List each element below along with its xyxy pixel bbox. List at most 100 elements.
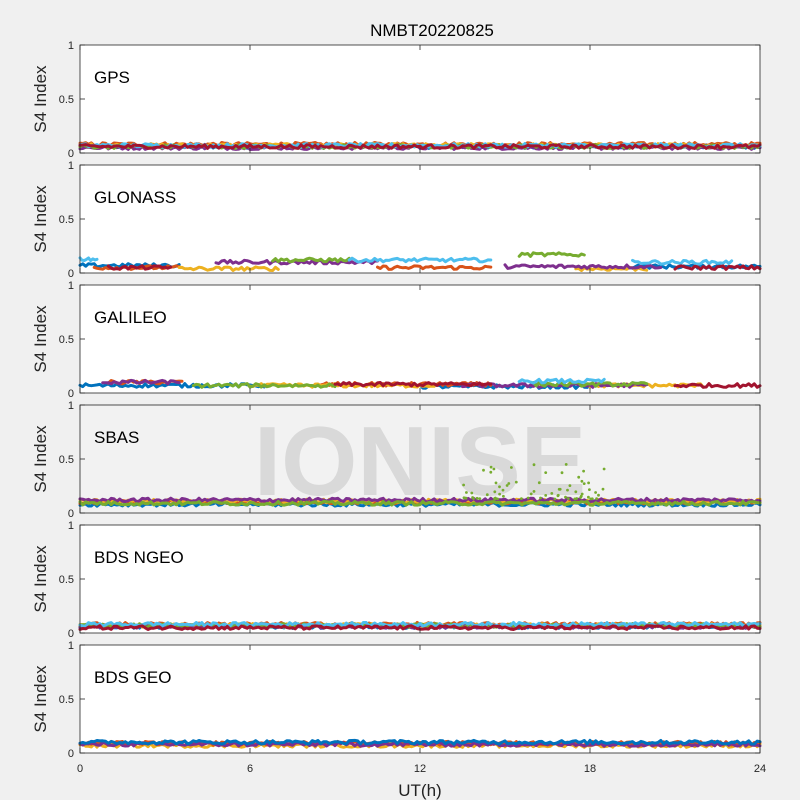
y-tick-label: 1 xyxy=(68,280,74,292)
outlier-point xyxy=(544,471,548,474)
x-tick-label: 18 xyxy=(584,763,596,775)
outlier-point xyxy=(489,465,493,469)
series-4-segment-2 xyxy=(503,263,663,270)
series-5-segment-2 xyxy=(517,251,586,258)
series-6-segment-3 xyxy=(631,258,734,266)
outlier-point xyxy=(577,475,581,479)
outlier-point xyxy=(510,466,513,469)
outlier-point xyxy=(550,492,554,495)
y-tick-label: 0 xyxy=(68,508,74,520)
outlier-point xyxy=(597,493,600,497)
outlier-point xyxy=(526,496,530,500)
outlier-point xyxy=(462,483,465,487)
outlier-point xyxy=(520,497,523,500)
outlier-point xyxy=(492,467,496,471)
series-group xyxy=(78,496,762,508)
outlier-point xyxy=(501,488,505,492)
series-5-segment-1 xyxy=(271,256,351,264)
outlier-point xyxy=(529,492,533,496)
outlier-point xyxy=(505,484,509,487)
outlier-point xyxy=(575,497,579,500)
outlier-point xyxy=(493,497,496,500)
outlier-point xyxy=(539,496,542,500)
y-tick-label: 0.5 xyxy=(59,334,74,346)
series-6-segment-2 xyxy=(347,256,493,264)
plot-area xyxy=(80,45,760,153)
series-7-segment-2 xyxy=(673,382,762,389)
outlier-point xyxy=(568,484,572,487)
series-5-segment-1 xyxy=(191,382,337,389)
x-tick-label: 24 xyxy=(754,763,766,775)
outlier-point xyxy=(482,468,485,472)
outlier-point xyxy=(566,488,569,492)
panel-label: GALILEO xyxy=(94,308,167,327)
panel-gps: 0 0.5 1 GPS S4 Index xyxy=(31,40,762,160)
y-axis-label: S4 Index xyxy=(31,665,50,733)
outlier-point xyxy=(574,490,578,494)
panel-label: GLONASS xyxy=(94,188,176,207)
outlier-point xyxy=(557,487,561,491)
outlier-point xyxy=(580,492,584,496)
y-tick-label: 0 xyxy=(68,388,74,400)
outlier-points xyxy=(462,463,606,501)
x-tick-label: 12 xyxy=(414,763,426,775)
series-4-segment-1 xyxy=(214,258,379,266)
outlier-point xyxy=(580,479,584,483)
y-axis-label: S4 Index xyxy=(31,65,50,133)
outlier-point xyxy=(582,482,586,485)
y-tick-label: 0.5 xyxy=(59,454,74,466)
plot-area xyxy=(80,645,760,753)
outlier-point xyxy=(475,496,479,500)
outlier-point xyxy=(489,470,493,474)
outlier-point xyxy=(564,495,567,499)
outlier-point xyxy=(588,488,591,491)
x-tick-label: 0 xyxy=(77,763,83,775)
panel-bds-ngeo: 0 0.5 1 BDS NGEO S4 Index xyxy=(31,520,762,640)
outlier-point xyxy=(493,490,497,494)
y-tick-label: 1 xyxy=(68,520,74,532)
series-3-segment-1 xyxy=(177,265,280,272)
panels: 0 0.5 1 GPS S4 Index 0 0.5 1 GLONASS S4 Index 0 0.5… xyxy=(31,40,766,775)
outlier-point xyxy=(537,481,541,485)
plot-area xyxy=(80,285,760,393)
series-group xyxy=(78,377,762,390)
series-group xyxy=(78,251,762,272)
y-tick-label: 1 xyxy=(68,160,74,172)
y-tick-label: 1 xyxy=(68,400,74,412)
outlier-point xyxy=(582,469,585,473)
outlier-point xyxy=(595,497,598,501)
outlier-point xyxy=(532,490,536,493)
panel-bds-geo: 0 0.5 1 0 6 12 18 24 BDS GEO S4 Index xyxy=(31,640,766,775)
x-tick-label: 6 xyxy=(247,763,253,775)
panel-glonass: 0 0.5 1 GLONASS S4 Index xyxy=(31,160,762,280)
y-tick-label: 1 xyxy=(68,640,74,652)
outlier-point xyxy=(587,495,590,499)
y-axis-label: S4 Index xyxy=(31,305,50,373)
plot-area xyxy=(80,525,760,633)
outlier-point xyxy=(465,491,468,494)
series-7-segment-2 xyxy=(673,264,762,271)
y-tick-label: 0.5 xyxy=(59,214,74,226)
outlier-point xyxy=(589,497,593,501)
series-7-segment-1 xyxy=(333,381,493,388)
y-axis-label: S4 Index xyxy=(31,425,50,493)
y-tick-label: 0 xyxy=(68,148,74,160)
series-5-segment-1 xyxy=(78,499,762,507)
series-group xyxy=(78,738,762,749)
y-axis-label: S4 Index xyxy=(31,545,50,613)
series-6-segment-1 xyxy=(517,377,606,385)
watermark-backdrop xyxy=(80,405,760,513)
panel-label: GPS xyxy=(94,68,130,87)
outlier-point xyxy=(496,497,499,501)
outlier-point xyxy=(498,485,501,489)
outlier-point xyxy=(602,467,606,471)
panel-label: SBAS xyxy=(94,428,139,447)
y-tick-label: 0 xyxy=(68,748,74,760)
outlier-point xyxy=(532,463,536,467)
outlier-point xyxy=(553,497,557,501)
panel-label: BDS NGEO xyxy=(94,548,184,567)
panel-galileo: 0 0.5 1 GALILEO S4 Index xyxy=(31,280,762,400)
outlier-point xyxy=(594,491,597,494)
outlier-point xyxy=(560,471,564,475)
